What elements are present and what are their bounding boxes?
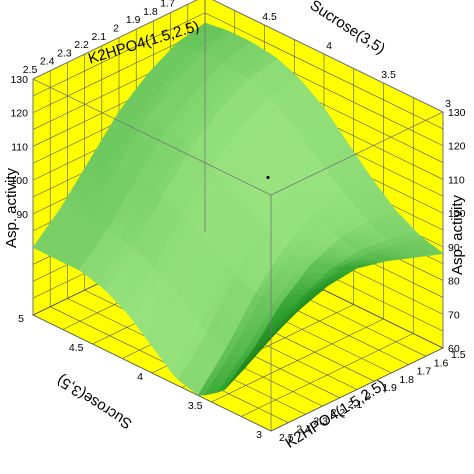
k2hpo4-back-tick: 2.1 (91, 31, 106, 43)
sucrose-back-tick: 4 (326, 40, 332, 52)
k2hpo4-front-tick: 1.6 (434, 357, 449, 369)
k2hpo4-back-tick: 2.2 (74, 39, 89, 51)
sucrose-front-axis-title: Sucrose(3,5) (54, 371, 135, 432)
k2hpo4-back-tick: 1.9 (126, 14, 141, 26)
sucrose-back-tick: 3.5 (381, 69, 396, 81)
activity-left-tick: 120 (10, 108, 28, 120)
sucrose-front-tick: 5 (18, 313, 24, 325)
sucrose-back-tick: 4.5 (262, 11, 277, 23)
k2hpo4-back-tick: 1.6 (177, 0, 192, 1)
sucrose-front-tick: 3.5 (188, 400, 203, 412)
activity-right-tick: 130 (448, 107, 466, 119)
k2hpo4-back-tick: 2.3 (57, 47, 72, 59)
k2hpo4-back-tick: 2.4 (40, 56, 55, 68)
k2hpo4-back-tick: 1.7 (160, 0, 175, 10)
k2hpo4-front-tick: 1.5 (451, 349, 466, 361)
sucrose-front-tick: 4 (137, 371, 143, 383)
activity-left-axis-title: Asp. activity (3, 167, 20, 248)
sucrose-back-axis-title: Sucrose(3,5) (307, 0, 388, 58)
sucrose-front-tick: 3 (256, 429, 262, 441)
activity-right-tick: 70 (448, 309, 460, 321)
center-point-marker (266, 176, 269, 179)
activity-left-tick: 110 (11, 141, 28, 153)
k2hpo4-front-tick: 1.8 (399, 374, 414, 386)
activity-right-axis-title: Asp. activity (449, 194, 466, 275)
activity-right-tick: 110 (448, 174, 465, 186)
k2hpo4-back-tick: 1.8 (143, 6, 158, 18)
k2hpo4-back-tick: 2 (113, 23, 119, 35)
activity-right-tick: 80 (448, 276, 460, 288)
activity-right-tick: 120 (448, 141, 466, 153)
sucrose-front-tick: 4.5 (69, 342, 84, 354)
activity-left-tick: 130 (10, 74, 28, 86)
k2hpo4-front-tick: 1.7 (417, 366, 432, 378)
